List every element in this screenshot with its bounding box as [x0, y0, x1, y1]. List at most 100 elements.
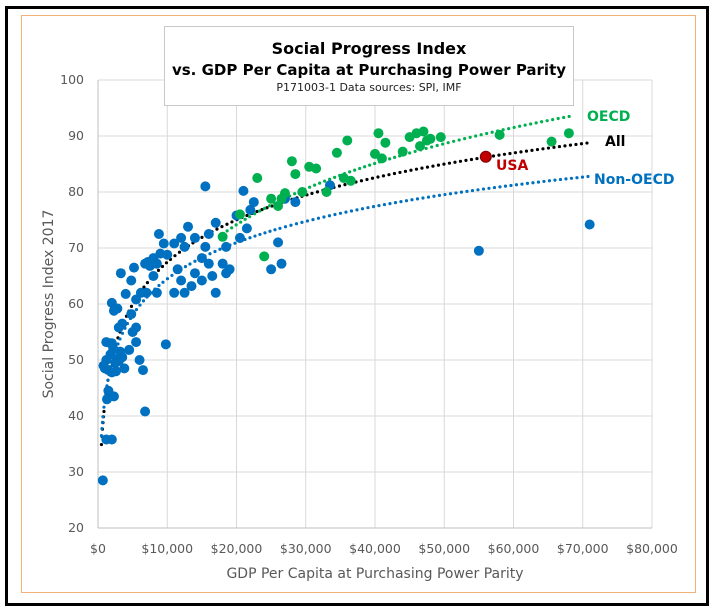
trend-dot [530, 148, 534, 152]
trend-dot [293, 192, 297, 196]
trend-dot [225, 222, 229, 226]
data-point [117, 352, 128, 363]
trend-dot [328, 177, 332, 181]
trend-dot [485, 131, 489, 136]
trend-dot [425, 165, 430, 169]
trend-dot [435, 143, 439, 148]
trend-dot [463, 137, 467, 141]
trend-dot [437, 193, 442, 197]
trend-dot [343, 183, 347, 187]
trend-dot [457, 138, 461, 142]
trend-dot [476, 188, 480, 192]
data-point [273, 201, 284, 211]
trend-dot [475, 156, 479, 161]
trend-dot [568, 143, 573, 147]
data-point [290, 169, 301, 180]
y-tick-label: 50 [68, 352, 84, 367]
trend-dot [102, 409, 106, 414]
trend-dot [454, 191, 458, 195]
trend-dot [432, 194, 436, 198]
data-point [397, 146, 408, 157]
trend-dot [567, 114, 571, 119]
trend-dot [273, 228, 277, 232]
data-point [252, 173, 263, 183]
trend-dot [552, 145, 556, 149]
trend-dot [392, 171, 397, 176]
data-point [111, 366, 122, 377]
data-point [546, 136, 557, 147]
trend-dot [531, 181, 535, 185]
trend-dot [458, 159, 463, 163]
annotation-usa: USA [496, 158, 528, 174]
trend-dot [258, 209, 262, 213]
trend-dot [366, 206, 370, 210]
trend-dot [575, 176, 579, 180]
trend-dot [464, 158, 468, 162]
trend-dot [524, 149, 529, 153]
data-point [290, 197, 301, 208]
data-point [380, 137, 391, 148]
data-point [186, 281, 197, 292]
trend-dot [248, 215, 252, 219]
annotation-non-oecd: Non-OECD [594, 172, 674, 188]
data-point [176, 275, 187, 286]
data-point [189, 268, 200, 279]
y-tick-label: 60 [68, 296, 84, 311]
x-tick-label: $30,000 [280, 541, 332, 556]
trend-dot [540, 120, 544, 124]
trend-dot [413, 149, 417, 154]
x-tick-label: $0 [90, 541, 106, 556]
data-point [162, 249, 173, 260]
trend-dot [142, 285, 146, 289]
trend-dot [382, 202, 387, 207]
trend-dot [373, 161, 377, 166]
trend-dot [316, 216, 321, 220]
trend-dot [481, 187, 486, 191]
annotation-oecd: OECD [587, 109, 630, 125]
trend-dot [513, 151, 518, 155]
trend-dot [370, 176, 375, 180]
trend-dot [218, 247, 222, 251]
data-point [286, 156, 297, 167]
trend-dot [161, 280, 165, 284]
data-point [207, 271, 218, 281]
trend-dot [260, 208, 264, 212]
data-point [266, 193, 277, 204]
trend-dot [183, 265, 188, 269]
data-point [321, 187, 332, 197]
data-point [131, 337, 142, 348]
x-tick-label: $80,000 [626, 541, 678, 556]
trend-dot [487, 186, 491, 190]
data-point [151, 287, 162, 298]
annotation-all: All [605, 134, 625, 150]
data-point [221, 241, 232, 252]
trend-dot [563, 144, 567, 148]
trend-dot [220, 225, 224, 229]
trend-dot [165, 277, 170, 281]
data-point [203, 258, 214, 269]
trend-dot [465, 189, 469, 193]
trend-dot [268, 229, 272, 233]
trend-dot [490, 130, 494, 134]
trend-dot [551, 117, 555, 122]
trend-dot [520, 182, 524, 186]
trend-dot [502, 152, 507, 156]
data-point [200, 241, 211, 252]
trend-dot [498, 185, 502, 189]
trend-dot [200, 235, 204, 239]
trend-dot [388, 201, 392, 206]
data-point [102, 394, 113, 405]
trend-dot [349, 209, 354, 213]
data-point [117, 318, 128, 329]
trend-dot [363, 165, 367, 169]
trend-dot [580, 175, 585, 179]
data-point [494, 129, 505, 140]
trend-dot [409, 168, 413, 172]
trend-dot [562, 115, 566, 120]
data-point [241, 223, 252, 234]
trend-dot [353, 168, 357, 172]
trend-dot [102, 405, 106, 409]
trend-dot [585, 141, 589, 145]
trend-dot [215, 227, 219, 231]
data-point [169, 287, 180, 298]
